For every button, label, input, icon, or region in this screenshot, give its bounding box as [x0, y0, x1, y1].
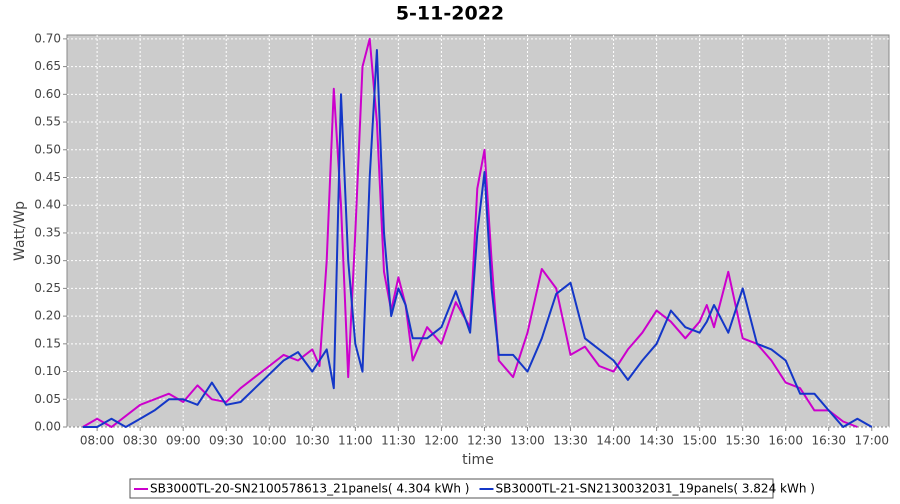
x-tick-label: 16:00: [768, 434, 803, 448]
x-tick-label: 08:30: [123, 434, 158, 448]
y-tick-label: 0.00: [34, 420, 61, 434]
series-line: [82, 49, 873, 428]
x-tick-label: 09:30: [209, 434, 244, 448]
y-tick-label: 0.55: [34, 115, 61, 129]
x-tick-label: 11:30: [381, 434, 416, 448]
legend-label: SB3000TL-20-SN2100578613_21panels( 4.304…: [150, 482, 469, 496]
y-tick-label: 0.05: [34, 392, 61, 406]
y-tick-label: 0.65: [34, 59, 61, 73]
x-tick-label: 10:30: [295, 434, 330, 448]
x-tick-label: 13:30: [553, 434, 588, 448]
series-line: [82, 37, 858, 428]
legend: [129, 478, 774, 499]
y-tick-label: 0.35: [34, 225, 61, 239]
y-axis-label: Watt/Wp: [12, 201, 28, 261]
y-tick-label: 0.40: [34, 198, 61, 212]
y-tick-label: 0.70: [34, 31, 61, 45]
x-tick-label: 08:00: [80, 434, 115, 448]
x-tick-label: 12:30: [467, 434, 502, 448]
y-tick-label: 0.45: [34, 170, 61, 184]
x-tick-label: 13:00: [510, 434, 545, 448]
x-tick-label: 14:30: [639, 434, 674, 448]
x-tick-label: 15:00: [682, 434, 717, 448]
x-tick-label: 16:30: [811, 434, 846, 448]
y-tick-label: 0.10: [34, 364, 61, 378]
x-tick-label: 10:00: [252, 434, 287, 448]
x-tick-label: 14:00: [596, 434, 631, 448]
x-tick-label: 17:00: [854, 434, 889, 448]
x-tick-label: 12:00: [424, 434, 459, 448]
x-axis-label: time: [462, 452, 494, 468]
y-tick-label: 0.30: [34, 253, 61, 267]
x-tick-label: 15:30: [725, 434, 760, 448]
x-tick-label: 11:00: [338, 434, 373, 448]
y-tick-label: 0.15: [34, 336, 61, 350]
x-tick-label: 09:00: [166, 434, 201, 448]
y-tick-label: 0.20: [34, 309, 61, 323]
chart-title: 5-11-2022: [396, 3, 504, 25]
y-tick-label: 0.50: [34, 142, 61, 156]
legend-label: SB3000TL-21-SN2130032031_19panels( 3.824…: [495, 482, 814, 496]
y-tick-label: 0.60: [34, 87, 61, 101]
y-tick-label: 0.25: [34, 281, 61, 295]
